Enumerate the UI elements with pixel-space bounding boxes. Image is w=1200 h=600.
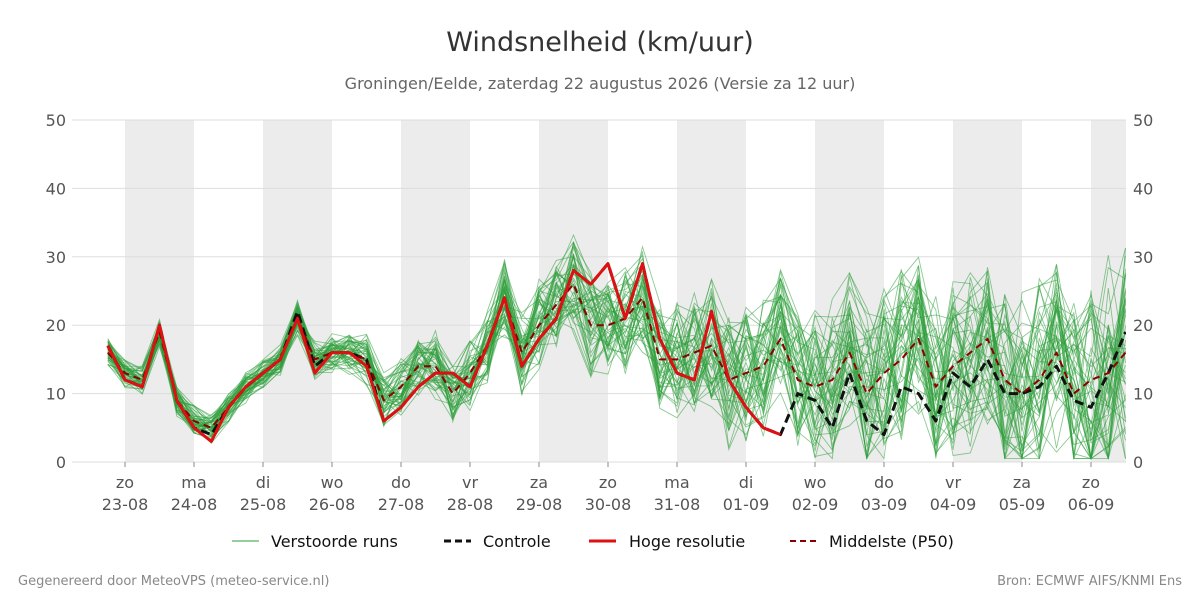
x-tick-date: 03-09	[861, 495, 908, 514]
chart-subtitle: Groningen/Eelde, zaterdag 22 augustus 20…	[345, 74, 856, 93]
ensemble-line	[107, 283, 1126, 442]
x-tick-day: zo	[599, 473, 617, 492]
ensemble-line	[107, 263, 1126, 460]
x-tick-day: ma	[181, 473, 206, 492]
y-tick-label-left: 0	[56, 453, 66, 472]
y-tick-label-right: 40	[1133, 179, 1153, 198]
x-tick-date: 25-08	[240, 495, 287, 514]
main-series	[106, 262, 1126, 443]
x-tick-day: di	[256, 473, 271, 492]
x-tick-day: vr	[462, 473, 478, 492]
series-line-hires	[106, 262, 782, 443]
ensemble-line	[107, 242, 1126, 425]
ensemble-line	[107, 269, 1126, 459]
x-tick-date: 23-08	[102, 495, 149, 514]
y-tick-label-right: 0	[1133, 453, 1143, 472]
x-tick-date: 04-09	[930, 495, 977, 514]
ensemble-runs	[107, 233, 1126, 461]
x-tick-day: zo	[116, 473, 134, 492]
x-tick-day: wo	[804, 473, 827, 492]
x-tick-day: di	[739, 473, 754, 492]
legend: Verstoorde runs Controle Hoge resolutie …	[232, 532, 954, 551]
ensemble-line	[107, 245, 1126, 458]
weekend-band	[263, 120, 332, 462]
ensemble-line	[107, 268, 1126, 461]
series-line-control	[106, 262, 1126, 437]
x-tick-date: 30-08	[585, 495, 632, 514]
y-tick-label-left: 40	[46, 179, 66, 198]
x-tick-day: wo	[321, 473, 344, 492]
y-axis-left: 0 10 20 30 40 50	[46, 111, 66, 472]
x-tick-date: 31-08	[654, 495, 701, 514]
x-tick-day: za	[530, 473, 548, 492]
legend-label-ensemble: Verstoorde runs	[271, 532, 398, 551]
legend-label-control: Controle	[483, 532, 551, 551]
y-tick-label-left: 10	[46, 385, 66, 404]
y-tick-label-right: 50	[1133, 111, 1153, 130]
x-axis: zo 23-08 ma 24-08 di 25-08 wo 26-08 do 27-08 vr 28-…	[102, 462, 1115, 514]
x-tick-date: 01-09	[723, 495, 770, 514]
y-axis-right: 0 10 20 30 40 50	[1133, 111, 1153, 472]
legend-label-median: Middelste (P50)	[829, 532, 954, 551]
y-tick-label-right: 30	[1133, 248, 1153, 267]
x-tick-date: 29-08	[516, 495, 563, 514]
x-tick-date: 06-09	[1068, 495, 1115, 514]
x-tick-date: 24-08	[171, 495, 218, 514]
y-tick-label-right: 20	[1133, 316, 1153, 335]
legend-label-hires: Hoge resolutie	[629, 532, 745, 551]
chart-title: Windsnelheid (km/uur)	[446, 27, 754, 58]
footer-generated: Gegenereerd door MeteoVPS (meteo-service…	[18, 574, 329, 589]
x-tick-date: 05-09	[999, 495, 1046, 514]
x-tick-date: 26-08	[309, 495, 356, 514]
footer-source: Bron: ECMWF AIFS/KNMI Ens	[997, 574, 1182, 589]
x-tick-day: zo	[1082, 473, 1100, 492]
weekend-band	[401, 120, 470, 462]
x-tick-date: 28-08	[447, 495, 494, 514]
x-tick-date: 27-08	[378, 495, 425, 514]
x-tick-day: do	[391, 473, 411, 492]
y-tick-label-left: 30	[46, 248, 66, 267]
x-tick-day: do	[874, 473, 894, 492]
weekend-band	[677, 120, 746, 462]
ensemble-line	[107, 233, 1126, 445]
y-tick-label-left: 20	[46, 316, 66, 335]
x-tick-day: vr	[945, 473, 961, 492]
x-tick-date: 02-09	[792, 495, 839, 514]
x-tick-day: za	[1013, 473, 1031, 492]
y-tick-label-left: 50	[46, 111, 66, 130]
x-tick-day: ma	[664, 473, 689, 492]
y-tick-label-right: 10	[1133, 385, 1153, 404]
